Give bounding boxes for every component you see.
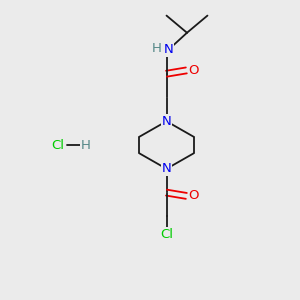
Text: Cl: Cl (51, 139, 64, 152)
Text: O: O (188, 189, 199, 203)
Text: N: N (162, 162, 171, 175)
Text: H: H (81, 139, 91, 152)
Text: O: O (188, 64, 199, 77)
Text: H: H (152, 42, 161, 55)
Text: N: N (162, 115, 171, 128)
Text: Cl: Cl (160, 228, 173, 241)
Text: N: N (164, 44, 173, 56)
